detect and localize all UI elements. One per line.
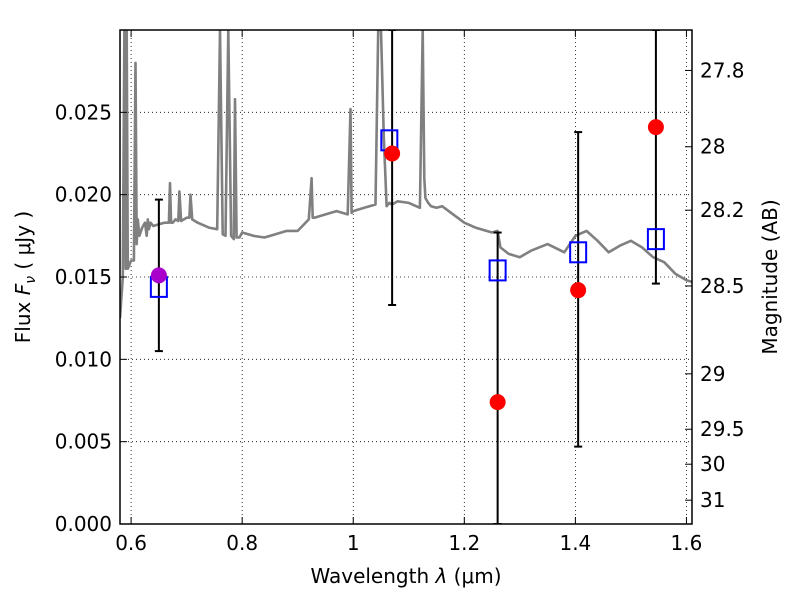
model-square (569, 241, 588, 264)
spectrum-line (120, 30, 692, 319)
observed-point (384, 145, 401, 162)
y-tick-label: 0.010 (55, 347, 112, 371)
y-tick-label: 0.000 (55, 512, 112, 536)
y-axis-title-var: F (11, 283, 35, 295)
y-tick-label: 0.025 (55, 100, 112, 124)
plot-frame (119, 29, 693, 525)
x-axis-title: Wavelength λ (μm) (310, 564, 501, 588)
y-tick-label: 0.015 (55, 265, 112, 289)
error-bars (154, 30, 660, 524)
y2-tick-label: 27.8 (700, 58, 745, 82)
observed-point (570, 282, 587, 299)
observed-point (489, 394, 506, 411)
axis-ticks: 0.6 0.8 1 1.2 1.4 1.6 0.000 0.005 0.010 0.015 0.02… (55, 30, 745, 555)
grid-lines (120, 30, 692, 525)
y2-tick-label: 28.2 (700, 198, 745, 222)
y2-tick-label: 29.5 (700, 417, 745, 441)
x-tick-label: 1.6 (671, 531, 703, 555)
y-tick-label: 0.005 (55, 430, 112, 454)
y-axis-title-prefix: Flux (11, 295, 35, 343)
x-tick-label: 1.4 (559, 531, 591, 555)
x-tick-label: 1 (347, 531, 360, 555)
y-tick-label: 0.020 (55, 183, 112, 207)
y2-tick-label: 31 (700, 488, 725, 512)
y2-tick-label: 28 (700, 135, 725, 159)
model-spectrum (120, 30, 692, 319)
x-tick-label: 1.2 (448, 531, 480, 555)
observed-point (150, 267, 167, 284)
axes-frame (119, 29, 693, 525)
y2-tick-label: 30 (700, 452, 725, 476)
x-tick-label: 0.8 (226, 531, 258, 555)
y2-tick-label: 29 (700, 362, 725, 386)
y2-tick-label: 28.5 (700, 274, 745, 298)
model-square (488, 259, 507, 282)
y2-axis-title: Magnitude (AB) (758, 199, 782, 354)
x-tick-label: 0.6 (115, 531, 147, 555)
x-axis-title-unit: (μm) (447, 564, 501, 588)
model-square (646, 228, 665, 251)
observed-points (150, 119, 664, 411)
x-axis-title-var: λ (434, 564, 447, 588)
x-axis-title-prefix: Wavelength (310, 564, 435, 588)
y-axis-title-sub: ν (23, 276, 39, 284)
observed-point (647, 119, 664, 136)
y-axis-title-unit: ( μJy ) (11, 211, 35, 276)
y-axis-title: Flux Fν ( μJy ) (11, 211, 39, 343)
